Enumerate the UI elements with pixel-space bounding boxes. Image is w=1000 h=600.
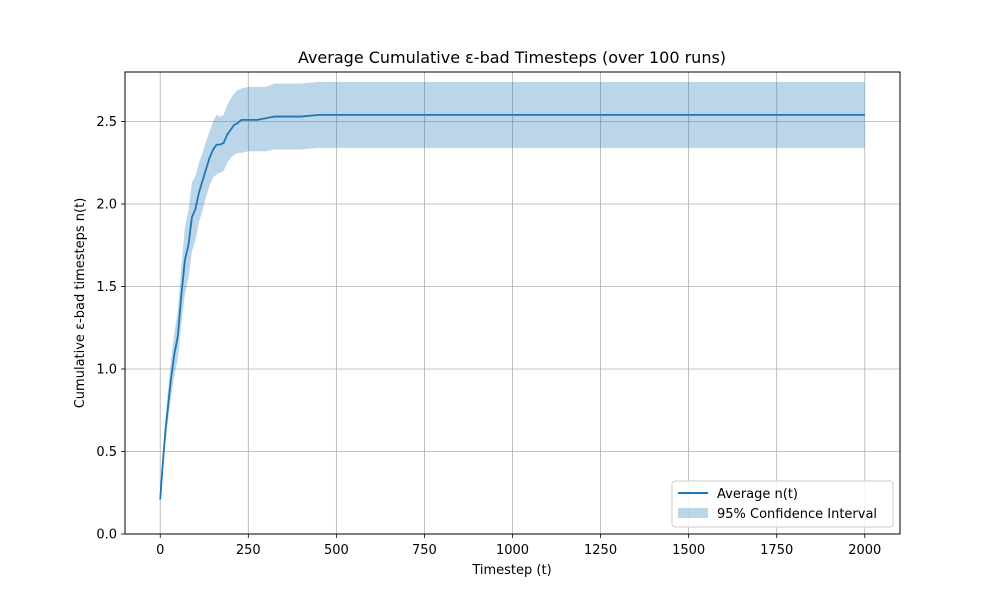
x-tick-label: 1000 xyxy=(496,543,529,558)
y-axis-label: Cumulative ε-bad timesteps n(t) xyxy=(73,198,88,409)
x-tick-label: 2000 xyxy=(848,543,881,558)
y-tick-label: 0.5 xyxy=(96,445,117,460)
legend: Average n(t) 95% Confidence Interval xyxy=(671,480,894,528)
x-tick-label: 250 xyxy=(236,543,261,558)
y-axis-ticks: 0.0 0.5 1.0 1.5 2.0 2.5 xyxy=(96,115,125,543)
y-tick-label: 1.5 xyxy=(96,280,117,295)
average-line xyxy=(159,114,865,500)
y-tick-label: 1.0 xyxy=(96,363,117,378)
x-tick-label: 500 xyxy=(324,543,349,558)
x-tick-label: 1250 xyxy=(584,543,617,558)
x-axis-label: Timestep (t) xyxy=(471,563,551,578)
confidence-band-layer xyxy=(160,81,865,500)
y-tick-label: 2.5 xyxy=(96,115,117,130)
average-line-layer xyxy=(159,114,865,500)
legend-label-confidence: 95% Confidence Interval xyxy=(717,507,877,522)
legend-band-swatch xyxy=(678,508,708,518)
legend-label-average: Average n(t) xyxy=(717,487,798,502)
x-axis-ticks: 0 250 500 750 1000 1250 1500 1750 2000 xyxy=(156,534,881,558)
x-tick-label: 0 xyxy=(156,543,164,558)
y-tick-label: 0.0 xyxy=(96,528,117,543)
chart-title: Average Cumulative ε-bad Timesteps (over… xyxy=(298,48,726,67)
legend-box xyxy=(671,480,894,528)
x-tick-label: 750 xyxy=(412,543,437,558)
confidence-band xyxy=(160,81,865,500)
y-tick-label: 2.0 xyxy=(96,198,117,213)
x-tick-label: 1750 xyxy=(760,543,793,558)
x-tick-label: 1500 xyxy=(672,543,705,558)
